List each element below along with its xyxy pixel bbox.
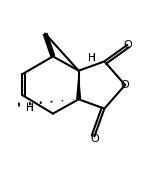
- Text: O: O: [121, 80, 130, 90]
- Polygon shape: [43, 33, 55, 57]
- Text: H: H: [88, 53, 96, 63]
- Text: O: O: [124, 40, 132, 50]
- Text: H: H: [26, 103, 34, 113]
- Text: H: H: [26, 103, 34, 113]
- Polygon shape: [76, 71, 81, 99]
- Text: O: O: [90, 134, 99, 144]
- Text: H: H: [88, 53, 96, 63]
